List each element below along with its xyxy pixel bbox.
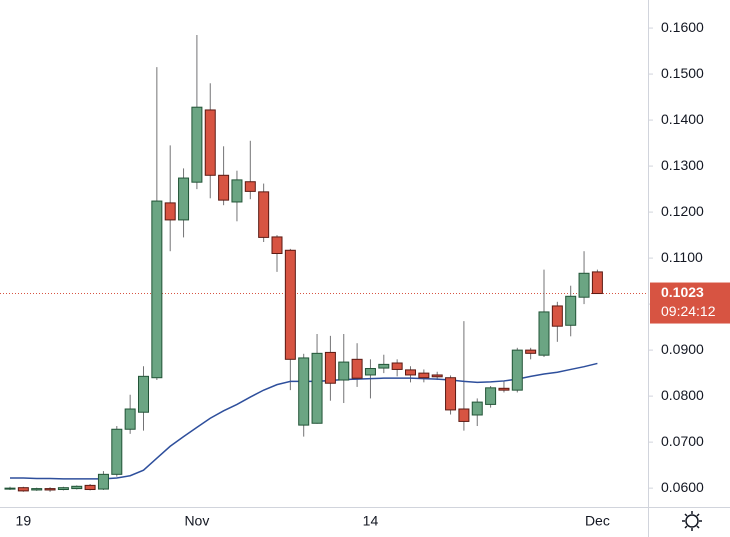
candle-body bbox=[498, 387, 510, 391]
candle-body bbox=[57, 487, 69, 491]
candle-body bbox=[431, 374, 443, 378]
candle-body bbox=[591, 271, 603, 295]
candle-body bbox=[124, 408, 136, 430]
candle-body bbox=[218, 174, 230, 201]
y-tick-label: 0.0800 bbox=[661, 387, 704, 403]
candle-body bbox=[445, 377, 457, 411]
x-tick-label: 14 bbox=[363, 513, 379, 529]
candle-body bbox=[525, 349, 537, 354]
y-tick-label: 0.0600 bbox=[661, 479, 704, 495]
candle-body bbox=[284, 249, 296, 360]
candle-body bbox=[351, 358, 363, 379]
candle-body bbox=[151, 200, 163, 379]
candle-body bbox=[391, 362, 403, 370]
candle-body bbox=[44, 488, 56, 491]
y-tick-label: 0.1200 bbox=[661, 203, 704, 219]
candle-body bbox=[578, 272, 590, 298]
candle-body bbox=[298, 357, 310, 426]
candle-body bbox=[71, 485, 83, 490]
candle-body bbox=[31, 488, 43, 491]
candle-body bbox=[17, 487, 29, 492]
candle-body bbox=[178, 177, 190, 221]
candle-body bbox=[84, 484, 96, 491]
settings-icon[interactable] bbox=[682, 511, 702, 531]
candle-body bbox=[4, 487, 16, 490]
candle-body bbox=[204, 109, 216, 176]
y-tick-label: 0.1400 bbox=[661, 111, 704, 127]
y-tick-label: 0.1100 bbox=[661, 249, 703, 265]
candle-body bbox=[111, 428, 123, 475]
candle-body bbox=[405, 369, 416, 376]
candle-body bbox=[244, 181, 256, 192]
candle-body bbox=[565, 295, 577, 326]
candle-body bbox=[364, 368, 376, 376]
x-tick-label: Dec bbox=[585, 513, 610, 529]
candle-body bbox=[231, 179, 243, 203]
countdown-label: 09:24:12 bbox=[661, 303, 716, 319]
last-price-tag bbox=[650, 282, 730, 324]
candle-body bbox=[511, 349, 523, 391]
y-tick-label: 0.0900 bbox=[661, 341, 704, 357]
candle-body bbox=[138, 375, 149, 413]
candle-body bbox=[271, 236, 283, 255]
candle-body bbox=[191, 106, 203, 183]
y-tick-label: 0.0700 bbox=[661, 433, 704, 449]
candle-body bbox=[551, 305, 563, 327]
y-tick-label: 0.1300 bbox=[661, 157, 704, 173]
candle-body bbox=[324, 351, 336, 384]
candle-body bbox=[164, 202, 176, 221]
candle-body bbox=[418, 372, 430, 379]
last-price-label: 0.1023 bbox=[661, 284, 704, 300]
x-tick-label: Nov bbox=[184, 513, 209, 529]
candle-body bbox=[378, 363, 390, 369]
candle-body bbox=[97, 473, 109, 490]
candle-body bbox=[458, 408, 470, 422]
x-tick-label: 19 bbox=[16, 513, 32, 529]
candle-body bbox=[258, 191, 270, 238]
candle-body bbox=[471, 401, 483, 416]
candle-body bbox=[311, 352, 323, 424]
y-tick-label: 0.1500 bbox=[661, 65, 704, 81]
candle-body bbox=[538, 311, 550, 356]
candle-body bbox=[485, 387, 497, 405]
y-tick-label: 0.1600 bbox=[661, 19, 704, 35]
candle-body bbox=[338, 361, 350, 381]
